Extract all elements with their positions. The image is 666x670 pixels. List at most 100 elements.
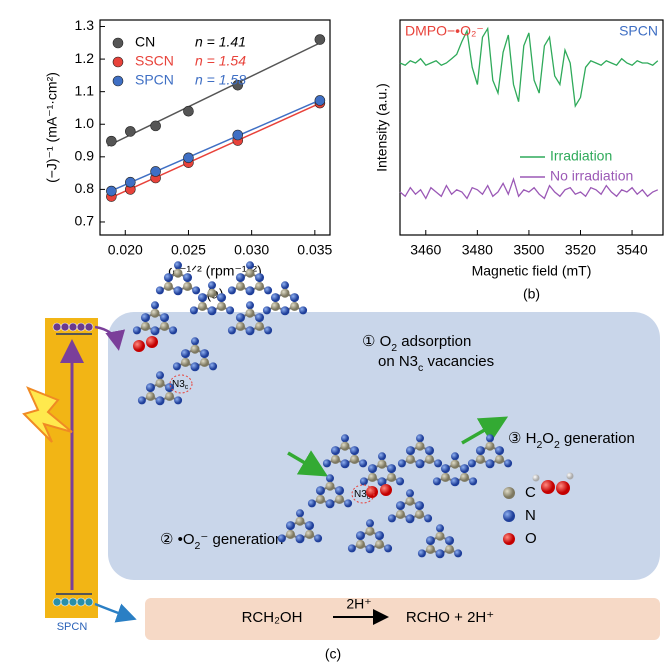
atom-n xyxy=(340,459,350,469)
text-part: ⁻ xyxy=(200,531,208,548)
atom-n xyxy=(270,293,280,303)
y-tick-label: 0.9 xyxy=(75,148,95,164)
text-part: •O xyxy=(173,531,194,548)
fit-line xyxy=(107,97,324,194)
data-point xyxy=(106,185,117,197)
atom-n xyxy=(226,306,235,315)
atom-c xyxy=(495,454,505,464)
atom-n xyxy=(255,273,265,283)
x-tick-label: 3540 xyxy=(616,242,647,258)
text-part: ① xyxy=(362,333,375,350)
atom-n xyxy=(155,396,165,406)
atom-n xyxy=(285,521,295,531)
atom-n xyxy=(163,273,173,283)
atom-c xyxy=(450,459,460,469)
atom-c xyxy=(350,454,360,464)
electron xyxy=(76,322,86,332)
atom-n xyxy=(454,549,463,558)
atom-n xyxy=(150,326,160,336)
plot-frame xyxy=(99,19,331,236)
fit-line xyxy=(107,100,324,200)
text-part: N3 xyxy=(172,379,185,390)
atom-n xyxy=(435,549,445,559)
atom-n xyxy=(424,514,433,523)
atom-c xyxy=(163,281,173,291)
data-point xyxy=(183,105,194,117)
atom-n xyxy=(315,486,325,496)
atom-c xyxy=(207,288,217,298)
atom-n xyxy=(425,446,435,456)
oxidation-box xyxy=(145,598,660,640)
atom-n xyxy=(365,544,375,554)
atom-c xyxy=(460,472,470,482)
atom-n xyxy=(469,477,478,486)
vacancy-site xyxy=(169,374,193,394)
fit-line xyxy=(107,40,325,147)
legend-n xyxy=(503,510,515,522)
atom-n xyxy=(450,477,460,487)
panel-label: (c) xyxy=(325,646,341,662)
data-point xyxy=(125,126,136,137)
atom-n xyxy=(281,281,289,290)
atom-c xyxy=(285,529,295,539)
atom-n xyxy=(387,514,396,523)
data-point xyxy=(232,129,244,141)
atom-n xyxy=(359,477,368,486)
atom-n xyxy=(451,452,459,461)
data-point xyxy=(125,176,136,188)
x-tick-label: 0.035 xyxy=(297,242,332,258)
reaction-box xyxy=(108,312,660,580)
text-part: O xyxy=(542,430,554,447)
panel-label: (b) xyxy=(523,286,540,302)
atom-c xyxy=(435,531,445,541)
atom-n xyxy=(396,477,405,486)
atom-n xyxy=(395,501,405,511)
legend-marker xyxy=(112,56,124,68)
atom-n xyxy=(197,293,207,303)
atom-c xyxy=(245,268,255,278)
atom-c xyxy=(325,481,335,491)
atom-c xyxy=(183,281,193,291)
sample-label: SPCN xyxy=(619,23,658,39)
atom-n xyxy=(495,446,505,456)
spectrum-line xyxy=(399,26,659,108)
legend-annotation: n = 1.41 xyxy=(195,34,246,50)
data-point xyxy=(106,135,117,147)
atom-c xyxy=(305,529,315,539)
atom-n xyxy=(387,464,397,474)
atom-o xyxy=(133,340,145,352)
atom-n xyxy=(227,326,236,335)
atom-c xyxy=(315,494,325,504)
atom-n xyxy=(436,524,444,533)
x-tick-label: 3500 xyxy=(513,242,544,258)
atom-c xyxy=(290,301,300,311)
atom-n xyxy=(277,534,286,543)
y-tick-label: 1.0 xyxy=(75,115,95,131)
legend-label: CN xyxy=(135,34,155,50)
lattice xyxy=(132,261,513,559)
atom-c xyxy=(375,539,385,549)
spectrum-line xyxy=(399,176,659,200)
atom-c xyxy=(235,281,245,291)
atom-n xyxy=(191,337,199,346)
atom-n xyxy=(200,349,210,359)
atom-c xyxy=(197,301,207,311)
atom-n xyxy=(160,313,170,323)
atom-c xyxy=(415,509,425,519)
data-point xyxy=(183,152,194,164)
atom-c xyxy=(180,357,190,367)
legend-label: C xyxy=(525,484,536,501)
atom-n xyxy=(326,474,334,483)
atom-c xyxy=(330,454,340,464)
electron xyxy=(52,322,62,332)
step-arrow xyxy=(287,450,329,477)
legend-marker xyxy=(112,75,124,87)
plot-frame xyxy=(399,19,664,236)
x-tick-label: 3460 xyxy=(410,242,441,258)
atom-c xyxy=(245,308,255,318)
atom-n xyxy=(189,306,198,315)
text-part: O xyxy=(375,333,391,350)
atom-o xyxy=(366,486,378,498)
atom-c xyxy=(173,268,183,278)
hole xyxy=(76,597,86,607)
